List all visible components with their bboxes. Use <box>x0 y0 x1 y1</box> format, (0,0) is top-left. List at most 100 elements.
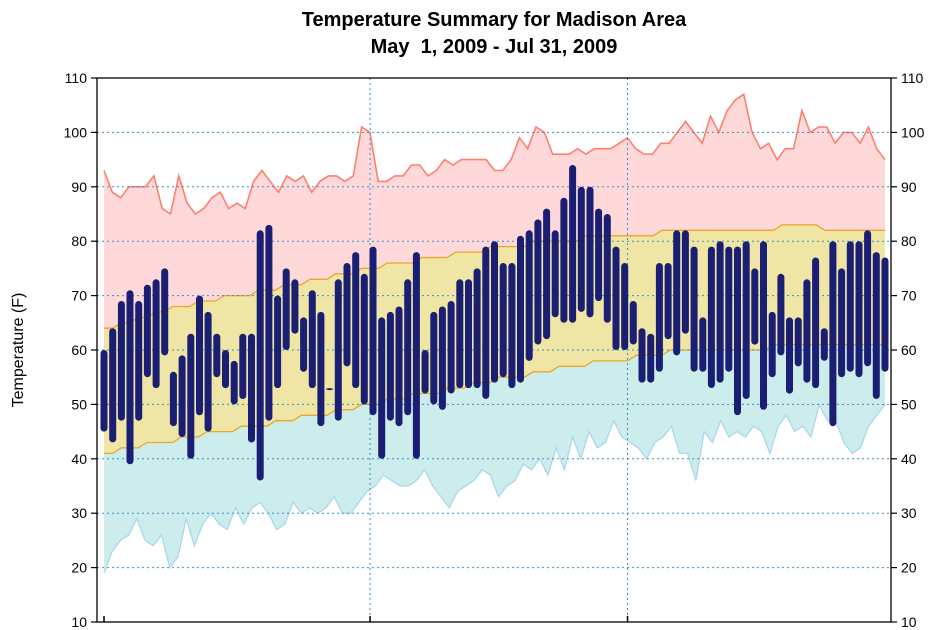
observed-temp-bar <box>447 301 455 394</box>
y-tick-label-right: 70 <box>901 288 917 304</box>
observed-temp-bar <box>204 311 212 432</box>
observed-bars-layer <box>100 165 889 481</box>
observed-temp-bar <box>152 279 160 389</box>
observed-temp-bar <box>786 317 793 394</box>
y-tick-label-left: 60 <box>71 342 87 358</box>
observed-temp-bar <box>386 311 394 421</box>
record-low-line <box>103 402 886 574</box>
observed-temp-bar <box>282 268 290 350</box>
observed-temp-bar <box>577 186 585 312</box>
chart-subtitle: May 1, 2009 - Jul 31, 2009 <box>371 36 618 58</box>
observed-temp-bar <box>239 333 247 399</box>
observed-temp-bar <box>838 268 846 378</box>
y-tick-label-right: 30 <box>901 505 917 521</box>
observed-temp-bar <box>725 246 733 372</box>
observed-temp-bar <box>369 246 377 416</box>
observed-temp-bar <box>612 246 620 350</box>
observed-temp-bar <box>812 257 820 389</box>
observed-temp-bar <box>681 230 689 334</box>
y-tick-label-left: 10 <box>71 614 87 630</box>
record-low-layer <box>103 344 886 574</box>
observed-temp-bar <box>300 317 308 372</box>
observed-temp-bar <box>699 317 707 372</box>
observed-temp-bar <box>352 252 360 389</box>
observed-temp-bar <box>291 279 299 334</box>
record-high-line <box>103 92 886 216</box>
y-tick-label-left: 50 <box>71 396 87 412</box>
observed-temp-bar <box>864 230 872 367</box>
y-tick-label-left: 100 <box>64 124 88 140</box>
observed-temp-bar <box>647 333 655 383</box>
observed-temp-bar <box>343 263 351 367</box>
observed-temp-bar <box>881 257 889 372</box>
observed-temp-bar <box>690 246 698 372</box>
observed-temp-bar <box>508 263 516 389</box>
record-high-layer <box>103 92 886 329</box>
y-tick-label-right: 10 <box>901 614 917 630</box>
observed-temp-bar <box>517 235 524 383</box>
y-axis-label: Temperature (F) <box>10 293 27 408</box>
observed-temp-bar <box>187 333 195 459</box>
observed-temp-bar <box>213 333 221 378</box>
observed-temp-bar <box>543 208 551 340</box>
observed-temp-bar <box>760 241 767 410</box>
observed-temp-bar <box>794 317 802 367</box>
observed-temp-bar <box>586 186 594 318</box>
observed-temp-bar <box>473 268 481 389</box>
y-tick-label-left: 90 <box>71 179 87 195</box>
axes-layer: 10 10 20 20 30 30 40 40 50 50 60 60 70 70 80 80 90 90 100 1… <box>64 70 925 630</box>
observed-temp-bar <box>629 301 637 345</box>
observed-temp-bar <box>560 197 568 323</box>
observed-temp-bar <box>222 350 229 389</box>
observed-temp-bar <box>456 279 464 389</box>
observed-temp-bar <box>603 214 611 323</box>
observed-temp-bar <box>161 268 169 356</box>
observed-temp-bar <box>334 279 342 421</box>
observed-temp-bar <box>664 263 672 340</box>
observed-temp-bar <box>803 279 811 383</box>
observed-temp-bar <box>178 355 186 437</box>
observed-temp-bar <box>829 241 837 427</box>
observed-temp-bar <box>734 246 741 416</box>
y-tick-label-right: 90 <box>901 179 917 195</box>
record-high-area <box>104 94 885 329</box>
y-tick-label-left: 80 <box>71 233 87 249</box>
chart-title: Temperature Summary for Madison Area <box>302 9 687 31</box>
observed-temp-bar <box>655 263 663 372</box>
observed-temp-bar <box>117 301 125 421</box>
observed-temp-bar <box>716 241 724 383</box>
y-tick-label-left: 70 <box>71 288 87 304</box>
observed-temp-bar <box>482 246 490 399</box>
observed-temp-bar <box>378 317 386 459</box>
observed-temp-bar <box>317 311 325 427</box>
observed-temp-bar <box>395 306 403 427</box>
observed-temp-bar <box>551 230 559 318</box>
y-tick-label-right: 80 <box>901 233 917 249</box>
record-low-area <box>104 344 885 573</box>
y-tick-label-left: 40 <box>71 451 87 467</box>
observed-temp-bar <box>404 279 412 416</box>
observed-temp-bar <box>820 328 828 361</box>
observed-temp-bar <box>100 350 108 432</box>
observed-temp-bar <box>109 328 117 443</box>
observed-temp-bar <box>707 246 715 388</box>
y-tick-label-right: 20 <box>901 560 917 576</box>
observed-temp-bar <box>143 284 151 378</box>
y-tick-label-right: 40 <box>901 451 917 467</box>
observed-temp-bar <box>525 230 533 361</box>
observed-temp-bar <box>465 279 472 389</box>
observed-temp-bar <box>499 263 507 378</box>
observed-temp-bar <box>595 208 603 302</box>
y-tick-label-left: 110 <box>65 70 88 86</box>
y-tick-label-left: 30 <box>71 505 87 521</box>
y-tick-label-left: 20 <box>71 560 87 576</box>
observed-temp-bar <box>248 333 255 443</box>
observed-temp-bar <box>846 241 854 372</box>
observed-temp-bar <box>438 306 446 410</box>
observed-temp-bar <box>673 230 681 356</box>
y-tick-label-right: 60 <box>901 342 917 358</box>
observed-temp-bar <box>274 295 282 389</box>
observed-temp-bar <box>360 273 368 405</box>
observed-temp-bar <box>256 230 264 481</box>
observed-temp-bar <box>855 241 863 378</box>
